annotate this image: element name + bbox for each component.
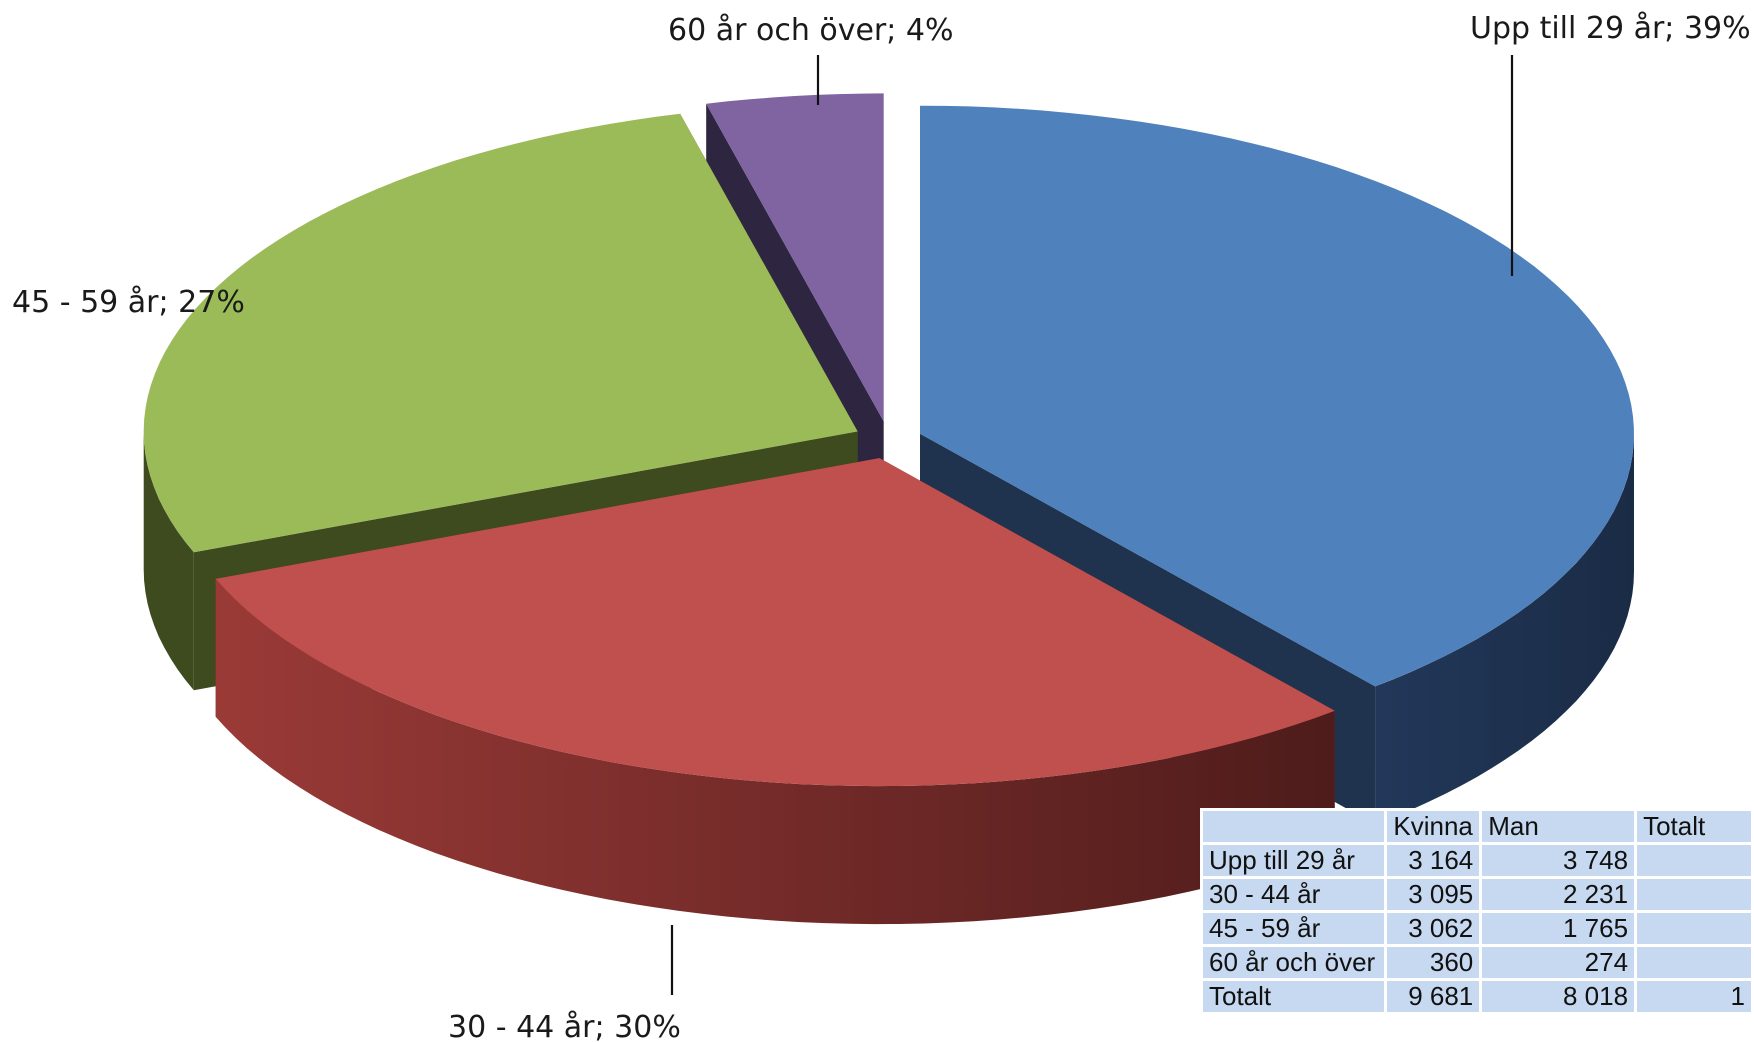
cell-totalt xyxy=(1637,879,1751,910)
row-label: 30 - 44 år xyxy=(1203,879,1385,910)
table-row-total: Totalt 9 681 8 018 1 xyxy=(1203,981,1751,1012)
cell-totalt xyxy=(1637,913,1751,944)
pie-slice-side-upp-till-29-år xyxy=(1375,433,1634,825)
data-table-header-kvinna: Kvinna xyxy=(1387,811,1480,842)
pie-slice-30-44-år xyxy=(215,458,1335,925)
table-row: 45 - 59 år 3 062 1 765 xyxy=(1203,913,1751,944)
data-table-header-blank xyxy=(1203,811,1385,842)
data-label-upp-till-29: Upp till 29 år; 39% xyxy=(1470,11,1751,46)
pie-slice-side-30-44-år xyxy=(215,578,1335,925)
pie-slice-top-60-år-och-över xyxy=(706,93,884,422)
cell-man: 3 748 xyxy=(1482,845,1635,876)
data-table-header-row: Kvinna Man Totalt xyxy=(1203,811,1751,842)
table-row: 60 år och över 360 274 xyxy=(1203,947,1751,978)
pie-slice-side-45-59-år xyxy=(143,431,194,691)
row-label: 45 - 59 år xyxy=(1203,913,1385,944)
cell-kvinna: 3 062 xyxy=(1387,913,1480,944)
cell-man: 2 231 xyxy=(1482,879,1635,910)
cell-totalt: 1 xyxy=(1637,981,1751,1012)
cell-man: 8 018 xyxy=(1482,981,1635,1012)
row-label: 60 år och över xyxy=(1203,947,1385,978)
cell-man: 274 xyxy=(1482,947,1635,978)
table-row: 30 - 44 år 3 095 2 231 xyxy=(1203,879,1751,910)
table-row: Upp till 29 år 3 164 3 748 xyxy=(1203,845,1751,876)
slices-layer xyxy=(143,93,1634,925)
row-label: Upp till 29 år xyxy=(1203,845,1385,876)
cell-kvinna: 3 095 xyxy=(1387,879,1480,910)
data-table: Kvinna Man Totalt Upp till 29 år 3 164 3… xyxy=(1200,808,1754,1015)
data-label-45-59: 45 - 59 år; 27% xyxy=(12,285,245,320)
pie-slice-top-30-44-år xyxy=(215,458,1335,787)
data-table-header-totalt: Totalt xyxy=(1637,811,1751,842)
cell-kvinna: 3 164 xyxy=(1387,845,1480,876)
cell-kvinna: 360 xyxy=(1387,947,1480,978)
row-label: Totalt xyxy=(1203,981,1385,1012)
pie-slice-top-45-59-år xyxy=(143,113,858,553)
cell-man: 1 765 xyxy=(1482,913,1635,944)
data-label-30-44: 30 - 44 år; 30% xyxy=(448,1010,681,1042)
cell-totalt xyxy=(1637,947,1751,978)
data-table-header-man: Man xyxy=(1482,811,1635,842)
pie-slice-top-upp-till-29-år xyxy=(920,105,1634,687)
labels-layer: Upp till 29 år; 39% 30 - 44 år; 30% 45 -… xyxy=(12,11,1751,1042)
data-label-60-och-over: 60 år och över; 4% xyxy=(668,13,954,48)
cell-kvinna: 9 681 xyxy=(1387,981,1480,1012)
cell-totalt xyxy=(1637,845,1751,876)
